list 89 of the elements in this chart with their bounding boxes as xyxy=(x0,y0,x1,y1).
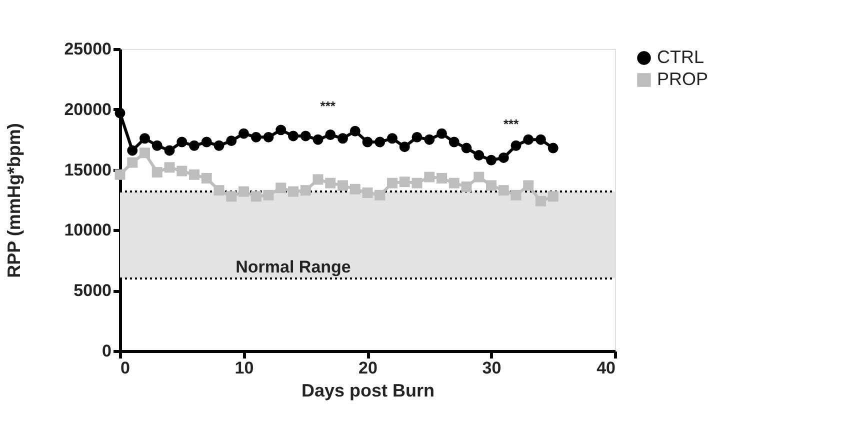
y-axis-title: RPP (mmHg*bpm) xyxy=(4,123,24,278)
x-tick-label: 20 xyxy=(358,358,378,378)
y-tick-label: 10000 xyxy=(64,220,112,240)
annotation: *** xyxy=(320,98,336,114)
point xyxy=(226,191,237,202)
point xyxy=(226,136,237,146)
legend-label: PROP xyxy=(657,69,708,89)
y-tick-label: 0 xyxy=(102,342,112,360)
point xyxy=(238,128,249,139)
point xyxy=(201,173,212,184)
point xyxy=(214,140,224,151)
band-label: Normal Range xyxy=(236,258,351,277)
y-tick-label: 5000 xyxy=(74,281,112,300)
point xyxy=(412,178,422,188)
point xyxy=(325,130,336,140)
y-tick-label: 20000 xyxy=(64,100,112,119)
point xyxy=(424,134,435,145)
point xyxy=(350,184,360,194)
point xyxy=(140,148,150,158)
x-tick-label: 10 xyxy=(234,358,254,378)
point xyxy=(387,133,398,144)
point xyxy=(152,166,162,178)
point xyxy=(214,185,224,196)
point xyxy=(300,130,311,142)
point xyxy=(510,140,522,151)
point xyxy=(276,124,286,136)
point xyxy=(127,157,138,168)
point xyxy=(448,136,460,148)
x-axis-title: Days post Burn xyxy=(301,380,435,400)
point xyxy=(436,128,447,139)
y-tick-label: 25000 xyxy=(64,40,112,58)
point xyxy=(350,126,360,136)
point xyxy=(548,142,558,154)
point xyxy=(325,178,336,188)
point xyxy=(189,140,200,151)
x-tick-label: 0 xyxy=(120,358,130,378)
point xyxy=(362,188,373,198)
point xyxy=(536,196,546,206)
y-tick-label: 15000 xyxy=(64,160,112,180)
point xyxy=(399,142,410,152)
point xyxy=(140,133,150,144)
point xyxy=(164,162,175,173)
point xyxy=(498,152,509,163)
point xyxy=(448,178,460,188)
point xyxy=(474,172,484,182)
point xyxy=(536,134,546,145)
point xyxy=(461,142,472,154)
point xyxy=(276,182,286,194)
point xyxy=(548,191,558,202)
point xyxy=(338,180,348,191)
point xyxy=(114,169,126,180)
x-tick-label: 30 xyxy=(482,358,502,378)
point xyxy=(288,186,298,197)
point xyxy=(461,181,472,192)
point xyxy=(300,185,311,196)
point xyxy=(263,190,274,200)
point xyxy=(263,132,274,142)
point xyxy=(250,191,262,202)
point xyxy=(127,145,138,156)
point xyxy=(152,140,162,151)
point xyxy=(523,134,534,145)
point xyxy=(250,132,262,142)
point xyxy=(338,133,348,144)
point xyxy=(374,136,386,148)
point xyxy=(486,180,496,191)
point xyxy=(399,176,410,188)
point xyxy=(312,174,324,185)
point xyxy=(474,150,484,161)
point xyxy=(176,166,188,176)
point xyxy=(523,180,534,191)
point xyxy=(312,134,324,145)
point xyxy=(510,190,522,200)
point xyxy=(201,136,212,148)
point xyxy=(189,169,200,180)
point xyxy=(412,132,422,142)
point xyxy=(436,173,447,184)
point xyxy=(164,145,175,156)
point xyxy=(374,190,386,200)
point xyxy=(238,186,249,197)
annotation: *** xyxy=(503,116,520,132)
point xyxy=(176,136,188,148)
point xyxy=(486,154,496,166)
point xyxy=(498,185,509,196)
legend-label: CTRL xyxy=(657,47,704,67)
point xyxy=(387,178,398,188)
point xyxy=(424,172,435,182)
point xyxy=(362,136,373,148)
x-tick-label: 40 xyxy=(596,358,616,378)
point xyxy=(288,130,298,142)
